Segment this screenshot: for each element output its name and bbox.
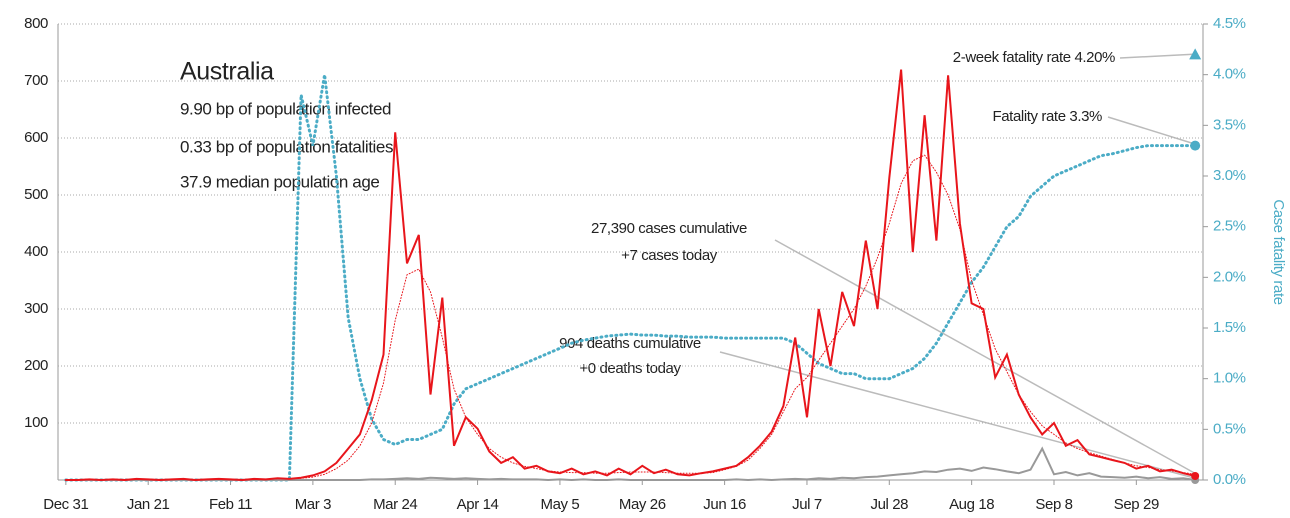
y-tick-label: 300 <box>24 300 48 317</box>
x-tick-label: Mar 24 <box>373 496 417 513</box>
chart-title: Australia <box>180 58 274 86</box>
series-line <box>64 74 1197 482</box>
info: 9.90 bp of population infected <box>180 99 391 118</box>
annotation: 27,390 cases cumulative <box>591 220 747 237</box>
x-tick-label: Aug 18 <box>949 496 994 513</box>
y2-tick-label: 3.5% <box>1213 116 1246 133</box>
info: 37.9 median population age <box>180 172 379 191</box>
leader <box>1119 53 1199 59</box>
x-tick-label: Jan 21 <box>127 496 170 513</box>
y2-tick-label: 2.0% <box>1213 268 1246 285</box>
y2-tick-label: 3.0% <box>1213 167 1246 184</box>
x-tick-label: Apr 14 <box>457 496 499 513</box>
y-tick-label: 400 <box>24 243 48 260</box>
x-tick-label: Sep 8 <box>1035 496 1072 513</box>
y2-tick-label: 2.5% <box>1213 218 1246 235</box>
y2-tick-label: 0.5% <box>1213 420 1246 437</box>
marker <box>1190 140 1201 151</box>
y2-tick-label: 1.5% <box>1213 319 1246 336</box>
y-tick-label: 100 <box>24 414 48 431</box>
y2-tick-label: 4.5% <box>1213 15 1246 32</box>
x-tick-label: May 5 <box>540 496 579 513</box>
annotation: +0 deaths today <box>579 360 681 377</box>
x-tick-label: Jul 28 <box>870 496 908 513</box>
y-tick-label: 500 <box>24 186 48 203</box>
info: 0.33 bp of population fatalities <box>180 137 393 156</box>
x-tick-label: May 26 <box>619 496 666 513</box>
y-tick-label: 200 <box>24 357 48 374</box>
x-tick-label: Jun 16 <box>703 496 746 513</box>
x-tick-label: Feb 11 <box>209 496 252 513</box>
marker <box>1189 48 1202 60</box>
leader <box>1107 116 1199 146</box>
y2-tick-label: 4.0% <box>1213 66 1246 83</box>
y-tick-label: 800 <box>24 15 48 32</box>
annotation: 904 deaths cumulative <box>559 335 701 352</box>
annotation: +7 cases today <box>621 247 718 264</box>
series-line <box>65 154 1196 481</box>
y2-tick-label: 0.0% <box>1213 471 1246 488</box>
end-point <box>1191 472 1200 481</box>
y-tick-label: 600 <box>24 129 48 146</box>
series-line <box>64 446 1197 482</box>
y2-axis-label: Case fatality rate <box>1270 199 1287 304</box>
x-tick-label: Dec 31 <box>43 496 88 513</box>
y2-tick-label: 1.0% <box>1213 370 1246 387</box>
series-line <box>64 69 1197 482</box>
leader <box>774 239 1199 476</box>
x-tick-label: Mar 3 <box>295 496 331 513</box>
x-tick-label: Sep 29 <box>1114 496 1159 513</box>
y-tick-label: 700 <box>24 72 48 89</box>
leader <box>719 351 1199 480</box>
marker-label: Fatality rate 3.3% <box>992 108 1102 125</box>
marker-label: 2-week fatality rate 4.20% <box>953 49 1115 66</box>
x-tick-label: Jul 7 <box>792 496 822 513</box>
